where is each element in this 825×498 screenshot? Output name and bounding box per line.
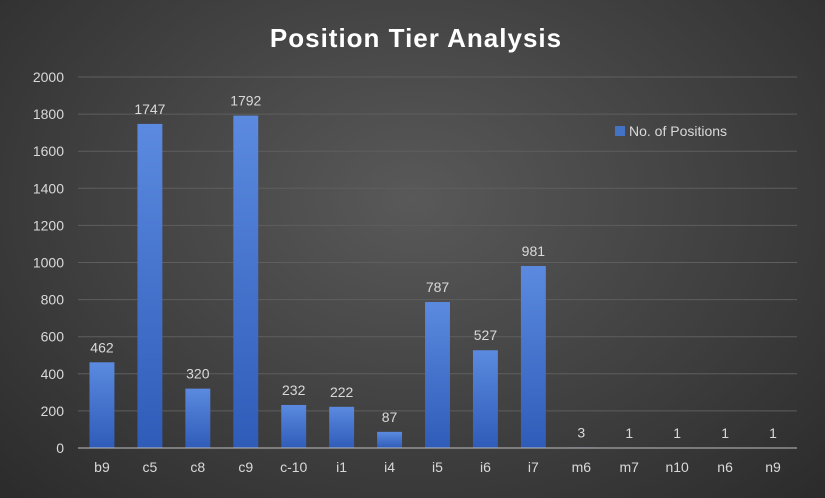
y-tick-label: 1800 — [33, 106, 64, 122]
y-tick-label: 600 — [41, 329, 65, 345]
data-label: 981 — [522, 243, 546, 259]
legend: No. of Positions — [615, 123, 727, 139]
y-tick-label: 1400 — [33, 180, 64, 196]
bar-c8 — [185, 388, 211, 448]
legend-swatch — [615, 126, 625, 136]
x-tick-label: c8 — [190, 459, 205, 475]
bar-c-10 — [281, 404, 307, 448]
data-label: 222 — [330, 384, 354, 400]
bar-i4 — [377, 431, 403, 448]
x-tick-label: n10 — [665, 459, 689, 475]
y-tick-label: 2000 — [33, 69, 64, 85]
data-label: 87 — [382, 409, 398, 425]
data-label: 1 — [625, 425, 633, 441]
x-tick-label: n6 — [717, 459, 733, 475]
x-tick-label: c5 — [143, 459, 158, 475]
data-label: 320 — [186, 366, 210, 382]
data-label: 1 — [769, 425, 777, 441]
bars — [89, 115, 786, 449]
x-tick-label: i1 — [336, 459, 347, 475]
x-tick-label: c-10 — [280, 459, 307, 475]
bar-i5 — [425, 302, 450, 448]
bar-i7 — [520, 266, 546, 448]
x-tick-label: c9 — [238, 459, 253, 475]
x-tick-label: i6 — [480, 459, 491, 475]
y-tick-label: 400 — [41, 366, 65, 382]
x-tick-label: m7 — [620, 459, 640, 475]
y-tick-label: 0 — [56, 440, 64, 456]
data-label: 1747 — [134, 101, 165, 117]
bar-i1 — [329, 406, 355, 448]
data-label: 1792 — [230, 93, 261, 109]
data-label: 462 — [90, 339, 114, 355]
legend-label: No. of Positions — [629, 123, 727, 139]
x-axis-ticks: b9 c5 c8 c9 c-10 i1 i4 i5 i6 i7 m6 m7 n10 n6 n9 — [94, 459, 781, 475]
x-tick-label: b9 — [94, 459, 110, 475]
y-tick-label: 200 — [41, 403, 65, 419]
data-label: 1 — [721, 425, 729, 441]
data-label: 232 — [282, 382, 306, 398]
gridlines — [78, 76, 797, 412]
x-tick-label: n9 — [765, 459, 781, 475]
y-tick-label: 1000 — [33, 255, 64, 271]
data-label: 3 — [577, 424, 585, 440]
y-tick-label: 1200 — [33, 217, 64, 233]
data-label: 527 — [474, 327, 498, 343]
data-labels: 462 1747 320 1792 232 222 87 787 527 981 3 1 1 1 1 — [90, 93, 777, 441]
data-label: 1 — [673, 425, 681, 441]
chart-title: Position Tier Analysis — [270, 23, 562, 53]
bar-i6 — [472, 350, 498, 448]
y-tick-label: 1600 — [33, 143, 64, 159]
y-tick-label: 800 — [41, 292, 65, 308]
bar-b9 — [89, 362, 115, 448]
x-tick-label: i4 — [384, 459, 395, 475]
bar-c9 — [233, 115, 259, 449]
data-label: 787 — [426, 279, 450, 295]
x-tick-label: i5 — [432, 459, 443, 475]
y-axis-ticks: 0 200 400 600 800 1000 1200 1400 1600 1800 2000 — [33, 69, 64, 456]
x-tick-label: m6 — [572, 459, 592, 475]
x-tick-label: i7 — [528, 459, 539, 475]
bar-c5 — [137, 123, 163, 448]
